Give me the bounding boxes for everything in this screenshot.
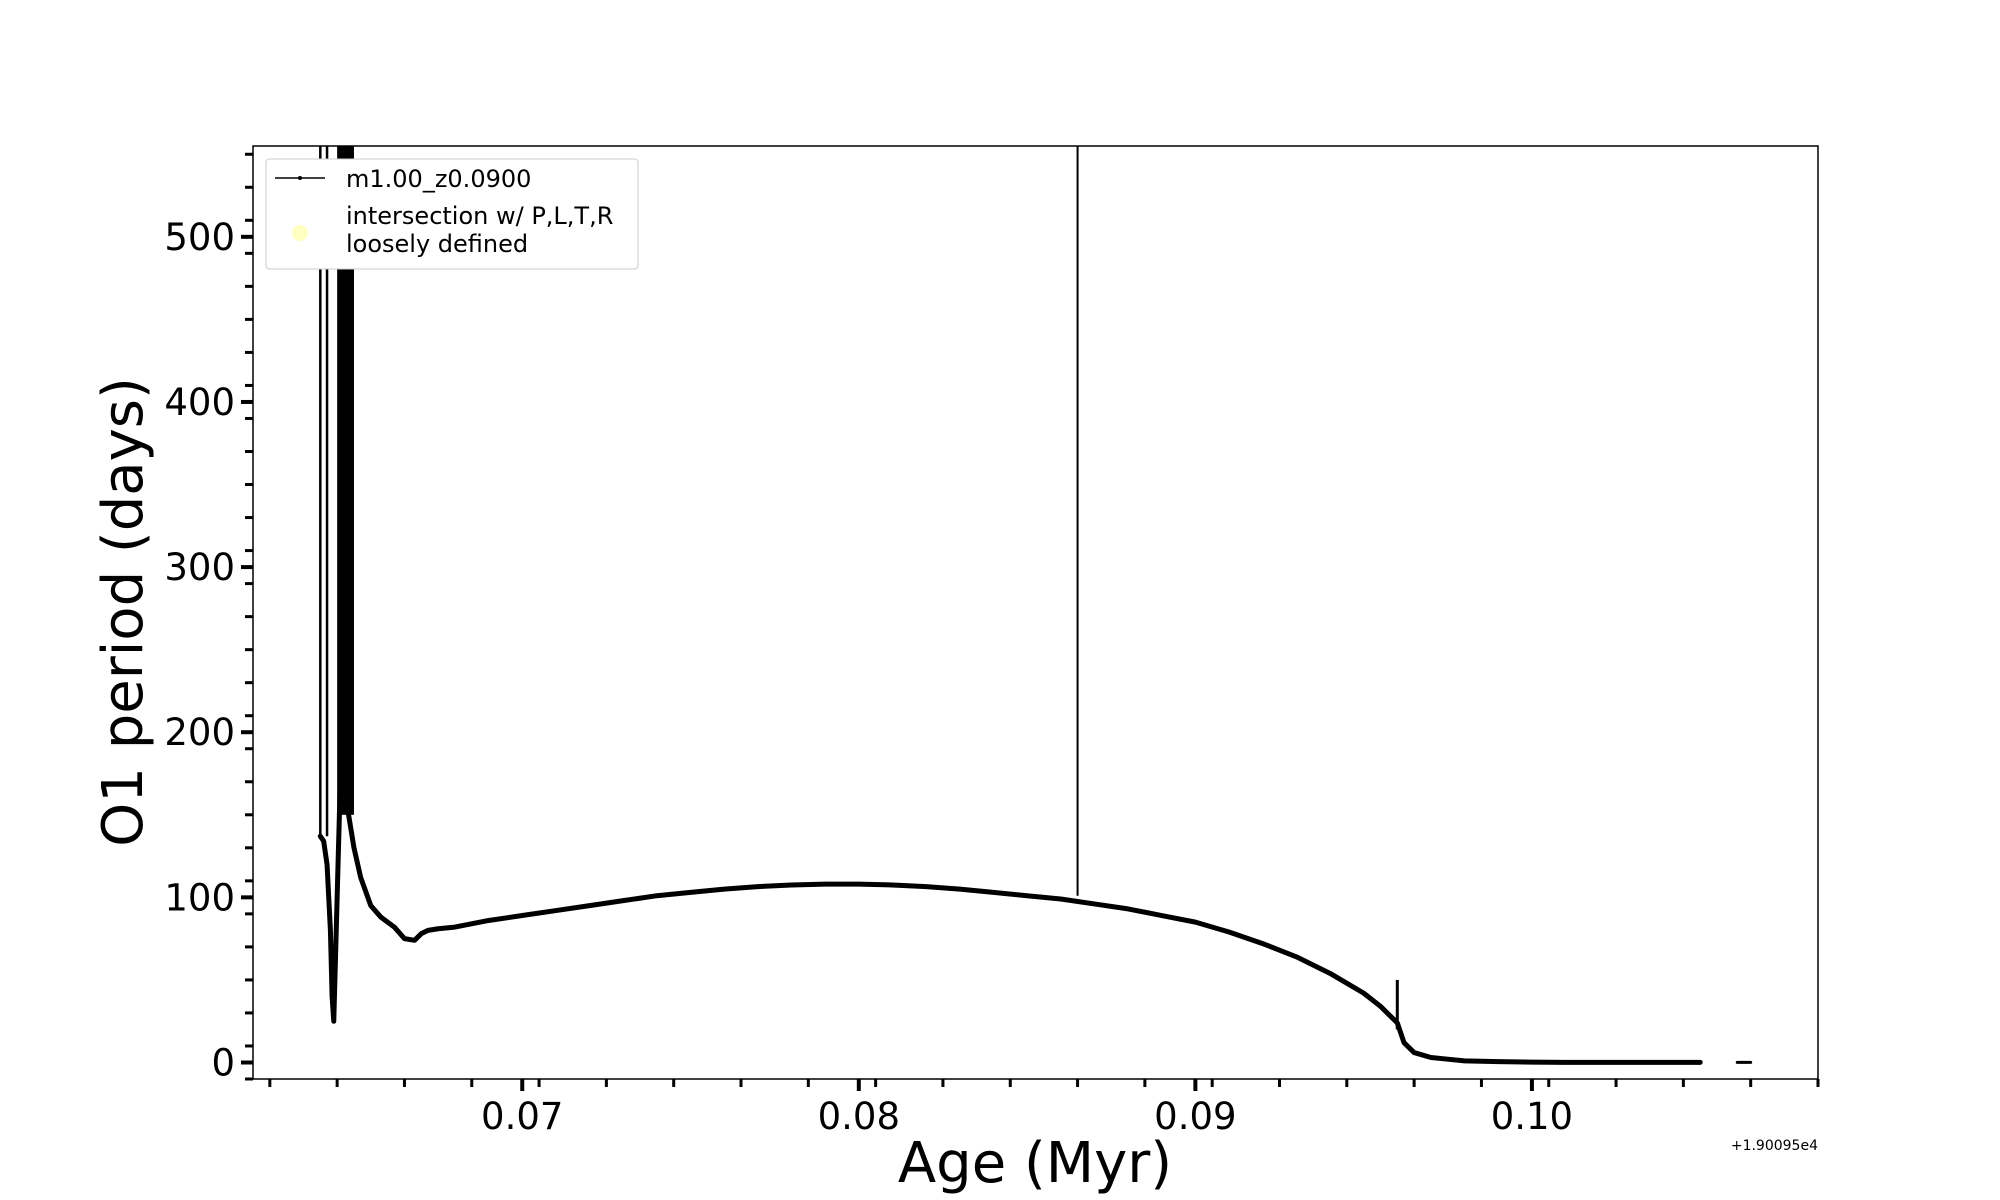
legend-label-intersection: intersection w/ P,L,T,R loosely defined [346, 202, 613, 258]
legend-line-marker [298, 176, 302, 180]
tail-point [1604, 1060, 1608, 1064]
ticks: 0 100 200 300 400 500 0.07 0.08 0.09 0.10 [164, 152, 1820, 1138]
noisy-oscillation-band [337, 146, 354, 815]
legend: m1.00_z0.0900 intersection w/ P,L,T,R loo… [265, 158, 639, 270]
tail-point [1664, 1060, 1669, 1064]
tail-point [1684, 1060, 1689, 1064]
tail-point [1691, 1060, 1696, 1064]
tail-point [1523, 1060, 1527, 1064]
y-axis-label: O1 period (days) [91, 377, 156, 847]
tail-point [1516, 1060, 1521, 1064]
plot-area [252, 145, 1819, 1080]
tail-point [1563, 1060, 1568, 1064]
legend-label-series: m1.00_z0.0900 [346, 165, 531, 193]
tail-point [1644, 1060, 1649, 1064]
tail-point [1550, 1060, 1554, 1064]
tail-point [1496, 1060, 1501, 1064]
x-offset-label: +1.90095e4 [1731, 1138, 1818, 1154]
tail-point [1577, 1060, 1581, 1064]
series-line [317, 771, 1703, 1065]
tail-point [1671, 1060, 1676, 1064]
tail-point [1678, 1060, 1682, 1064]
tail-point [1631, 1060, 1635, 1064]
x-tick-label: 0.07 [481, 1095, 563, 1138]
tail-point [1658, 1060, 1662, 1064]
y-tick-label: 200 [164, 711, 235, 754]
tail-point [1617, 1060, 1622, 1064]
tail-point [1557, 1060, 1561, 1064]
tail-point [1624, 1060, 1628, 1064]
tail-point [1610, 1060, 1615, 1064]
tail-point [1583, 1060, 1588, 1064]
tail-point [1536, 1060, 1541, 1064]
y-tick-label: 300 [164, 546, 235, 589]
tail-point [1570, 1060, 1575, 1064]
legend-box [265, 158, 639, 270]
x-tick-label: 0.08 [818, 1095, 900, 1138]
y-tick-label: 500 [164, 216, 235, 259]
tail-point [1503, 1060, 1507, 1064]
legend-label-line: intersection w/ P,L,T,R [346, 202, 613, 230]
tail-point [1543, 1060, 1548, 1064]
x-tick-label: 0.09 [1154, 1095, 1236, 1138]
tail-point [1509, 1060, 1514, 1064]
tail-point [1590, 1060, 1595, 1064]
x-tick-label: 0.10 [1491, 1095, 1573, 1138]
tail-point [1597, 1060, 1602, 1064]
y-tick-label: 0 [211, 1041, 235, 1084]
y-tick-label: 100 [164, 876, 235, 919]
tail-point [1637, 1060, 1642, 1064]
tail-point [1530, 1060, 1534, 1064]
legend-dot-swatch [292, 225, 308, 241]
tail-point [1651, 1060, 1655, 1064]
y-tick-label: 400 [164, 381, 235, 424]
legend-label-line: loosely defined [346, 230, 528, 258]
x-axis-label: Age (Myr) [898, 1131, 1172, 1196]
